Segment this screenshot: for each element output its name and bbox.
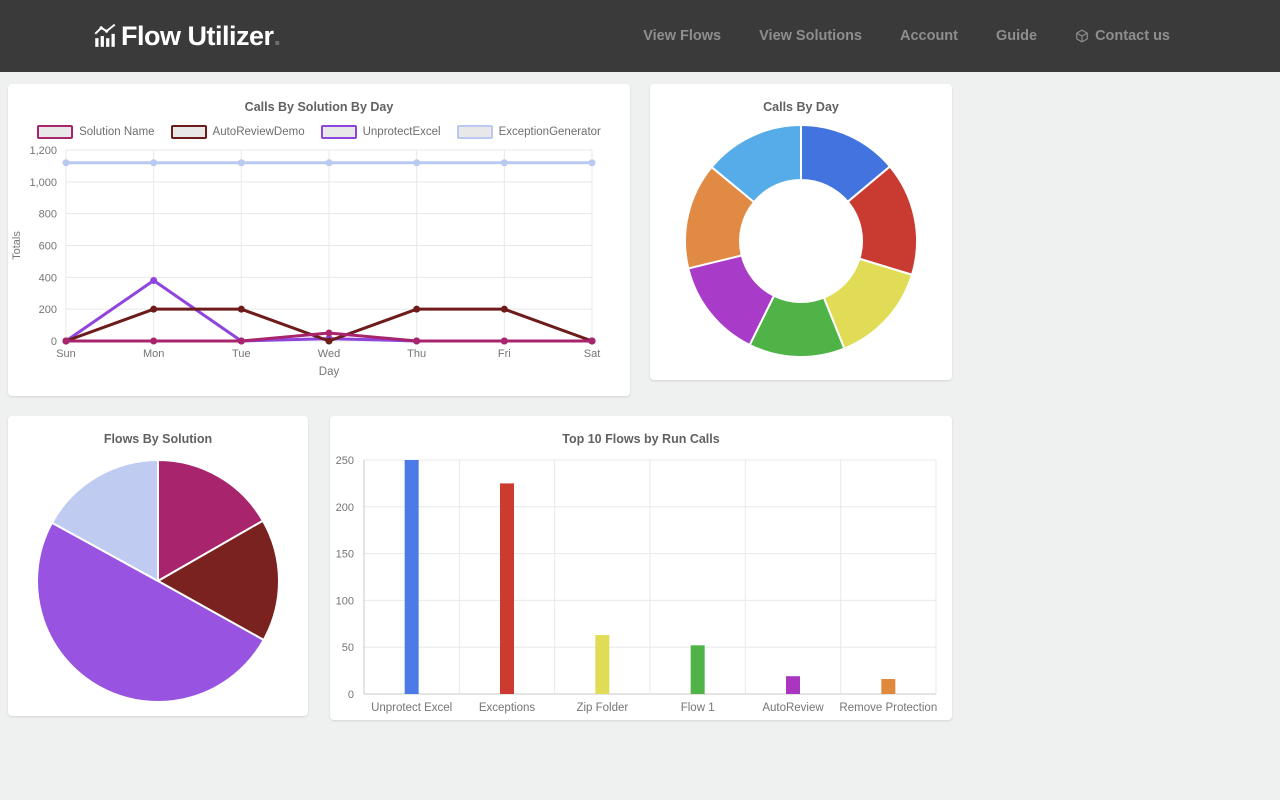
nav-link-label: Contact us: [1095, 28, 1170, 44]
svg-text:Fri: Fri: [498, 348, 511, 360]
legend-label: AutoReviewDemo: [212, 126, 305, 138]
legend-item-solution-name[interactable]: Solution Name: [37, 125, 155, 139]
svg-text:200: 200: [39, 304, 57, 316]
svg-text:Sun: Sun: [56, 348, 76, 360]
svg-text:600: 600: [39, 241, 57, 253]
legend-swatch: [37, 125, 74, 139]
legend-label: ExceptionGenerator: [498, 126, 601, 138]
slice-exceptiongenerator[interactable]: [50, 459, 159, 582]
svg-text:200: 200: [336, 502, 354, 514]
svg-text:AutoReview: AutoReview: [762, 702, 824, 714]
bar-unprotect-excel[interactable]: [404, 460, 419, 694]
bar-zip-folder[interactable]: [595, 635, 610, 694]
pie-chart-title: Flows By Solution: [103, 432, 213, 446]
svg-text:1,000: 1,000: [29, 177, 57, 189]
card-calls-by-solution-by-day: Calls By Solution By Day Solution Name A…: [8, 84, 630, 396]
brand-name: Flow Utilizer: [121, 20, 274, 51]
nav-link-view-flows[interactable]: View Flows: [643, 28, 722, 44]
legend-label: UnprotectExcel: [362, 126, 441, 138]
navbar: Flow Utilizer . View Flows View Solution…: [0, 0, 1280, 72]
svg-text:150: 150: [336, 549, 354, 561]
bar-remove-protection[interactable]: [881, 679, 896, 694]
brand-dot: .: [273, 20, 282, 51]
legend-swatch: [456, 125, 493, 139]
dashboard-row-2: Flows By Solution Top 10 Flows by Run Ca…: [8, 416, 1272, 720]
dashboard: Calls By Solution By Day Solution Name A…: [0, 72, 1280, 732]
brand[interactable]: Flow Utilizer .: [92, 21, 281, 52]
svg-text:400: 400: [39, 272, 57, 284]
svg-text:1,200: 1,200: [29, 145, 57, 157]
legend-item-unprotectexcel[interactable]: UnprotectExcel: [320, 125, 441, 139]
bar-autoreview[interactable]: [786, 676, 800, 694]
svg-text:0: 0: [51, 336, 57, 348]
nav-link-account[interactable]: Account: [899, 28, 958, 44]
legend-item-exceptiongenerator[interactable]: ExceptionGenerator: [456, 125, 601, 139]
line-chart-title: Calls By Solution By Day: [244, 100, 394, 114]
bar-chart-title: Top 10 Flows by Run Calls: [562, 432, 720, 446]
cube-icon: [1076, 29, 1088, 43]
svg-text:Unprotect Excel: Unprotect Excel: [371, 702, 452, 714]
card-top-10-flows: Top 10 Flows by Run Calls 0 50 100 150 200 25…: [330, 416, 952, 720]
bar-exceptions[interactable]: [500, 483, 514, 694]
nav-link-contact-us[interactable]: Contact us: [1075, 28, 1170, 44]
line-chart[interactable]: 0 200 400 600 800 1,000 1,200 Sun Mon Tue Wed Thu Fr…: [8, 142, 630, 388]
svg-text:0: 0: [348, 689, 354, 701]
donut-chart[interactable]: [650, 115, 952, 377]
dashboard-row-1: Calls By Solution By Day Solution Name A…: [8, 84, 1272, 396]
svg-text:Sat: Sat: [584, 348, 601, 360]
svg-text:50: 50: [342, 642, 354, 654]
legend-swatch: [320, 125, 357, 139]
svg-text:Wed: Wed: [318, 348, 340, 360]
pie-chart[interactable]: [8, 447, 308, 713]
line-chart-legend: Solution Name AutoReviewDemo UnprotectEx…: [8, 124, 630, 140]
slice-autoreviewdemo[interactable]: [157, 519, 280, 641]
svg-text:250: 250: [336, 455, 354, 467]
svg-text:Mon: Mon: [143, 348, 164, 360]
slice-unprotectexcel[interactable]: [36, 521, 265, 703]
nav-links: View Flows View Solutions Account Guide …: [643, 28, 1170, 44]
svg-text:Exceptions: Exceptions: [479, 702, 536, 714]
card-flows-by-solution: Flows By Solution: [8, 416, 308, 716]
legend-item-autoreviewdemo[interactable]: AutoReviewDemo: [170, 125, 305, 139]
svg-text:Flow 1: Flow 1: [681, 702, 715, 714]
bar-flow-1[interactable]: [690, 645, 705, 694]
donut-chart-title: Calls By Day: [763, 100, 839, 114]
bar-chart-trend-icon: [94, 23, 116, 47]
bar-chart[interactable]: 0 50 100 150 200 250 Unprotect Excel Exceptions…: [330, 447, 952, 719]
svg-text:Thu: Thu: [407, 348, 426, 360]
slice-sat[interactable]: [710, 124, 802, 204]
svg-text:Day: Day: [319, 366, 340, 378]
svg-text:Tue: Tue: [232, 348, 251, 360]
svg-text:Remove Protection: Remove Protection: [839, 702, 937, 714]
svg-text:800: 800: [39, 209, 57, 221]
nav-link-view-solutions[interactable]: View Solutions: [759, 28, 862, 44]
svg-text:Totals: Totals: [11, 231, 23, 260]
legend-swatch: [170, 125, 207, 139]
svg-text:100: 100: [336, 595, 354, 607]
card-calls-by-day: Calls By Day: [650, 84, 952, 380]
svg-text:Zip Folder: Zip Folder: [576, 702, 628, 714]
slice-solution-name[interactable]: [157, 459, 264, 582]
nav-link-guide[interactable]: Guide: [995, 28, 1038, 44]
legend-label: Solution Name: [79, 126, 155, 138]
